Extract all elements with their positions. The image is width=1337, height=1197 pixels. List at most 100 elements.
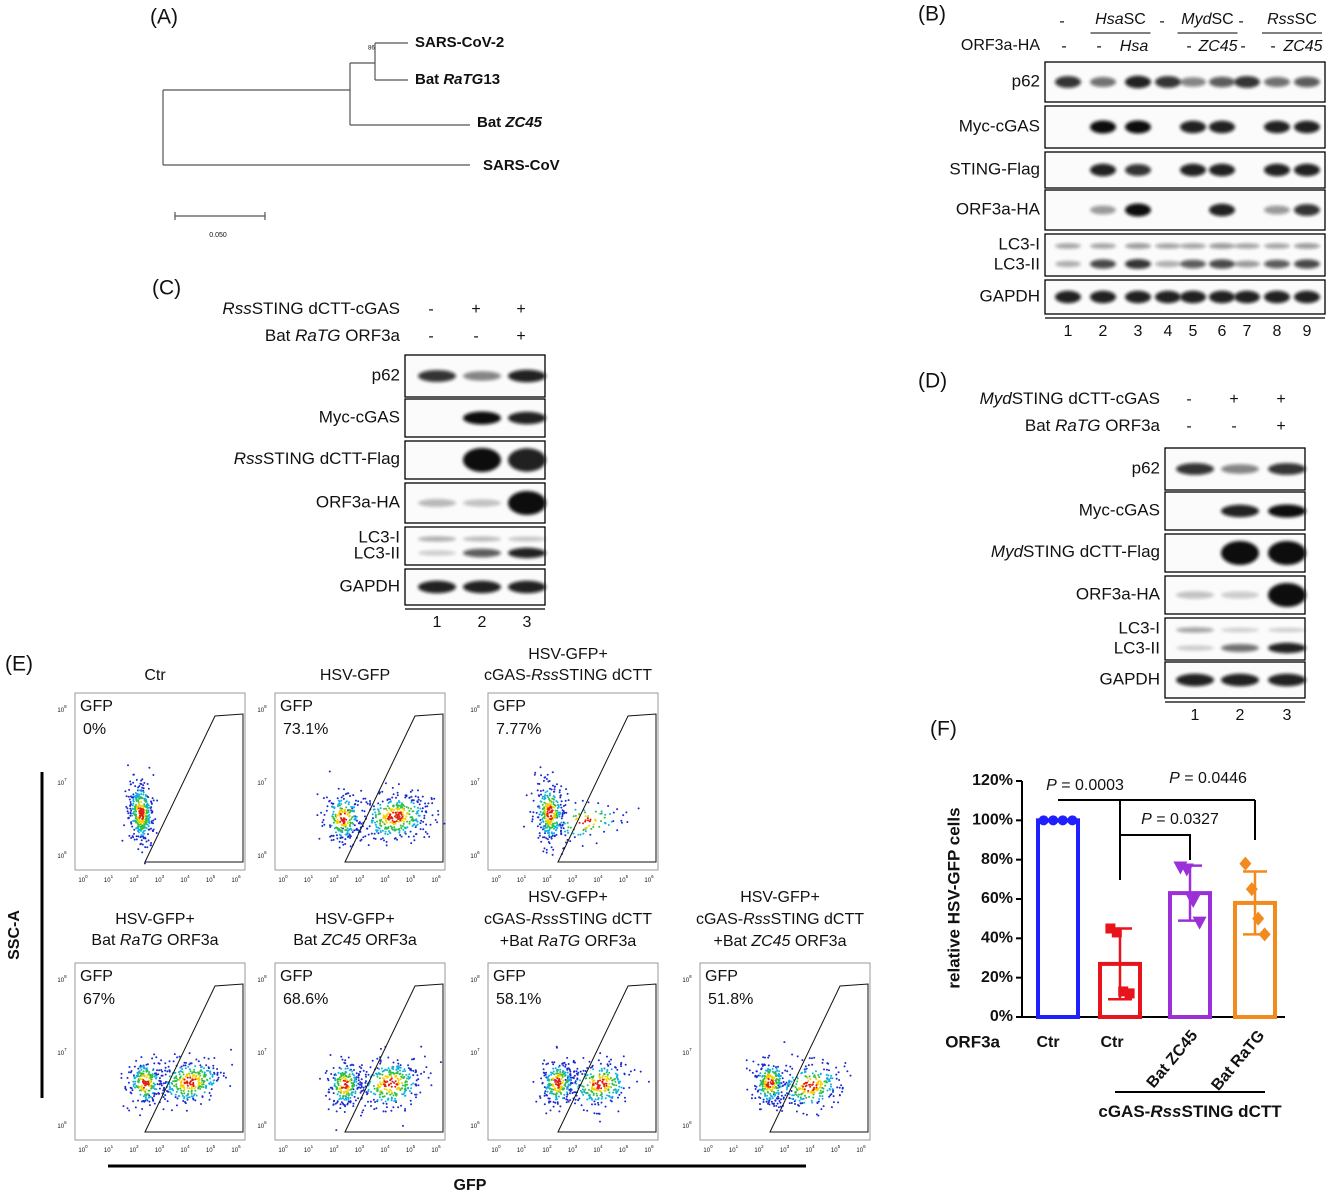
event-dot	[584, 1070, 587, 1072]
tick-exp: 1	[524, 874, 527, 879]
event-dot	[325, 1094, 327, 1097]
event-dot	[355, 1084, 358, 1087]
tick-base: 10	[682, 1051, 689, 1057]
event-dot	[392, 1106, 395, 1109]
event-dot	[162, 1096, 165, 1099]
event-dot	[327, 1079, 330, 1082]
band	[1264, 259, 1290, 269]
band	[1264, 120, 1290, 134]
event-dot	[564, 804, 567, 806]
band	[1264, 243, 1290, 249]
event-dot	[548, 808, 551, 811]
event-dot	[598, 825, 601, 828]
text-segment: Rss	[531, 667, 559, 684]
event-dot	[151, 829, 154, 832]
band	[463, 371, 501, 381]
band	[1155, 290, 1181, 304]
event-dot	[559, 803, 562, 806]
data-point	[1111, 927, 1122, 938]
event-dot	[327, 1108, 330, 1111]
event-dot	[410, 1083, 413, 1086]
event-dot	[168, 1088, 171, 1091]
event-dot	[771, 1085, 774, 1088]
event-dot	[595, 1089, 598, 1091]
event-dot	[387, 826, 390, 829]
event-dot	[803, 1090, 806, 1092]
event-dot	[808, 1095, 810, 1098]
leaf-label: Bat RaTG13	[415, 71, 500, 88]
event-dot	[831, 1077, 834, 1080]
y-tick-label: 107	[470, 777, 480, 786]
event-dot	[400, 1075, 403, 1078]
event-dot	[779, 1101, 782, 1104]
event-dot	[222, 1072, 225, 1075]
event-dot	[157, 1092, 160, 1094]
event-dot	[575, 1082, 578, 1085]
event-dot	[579, 833, 582, 836]
text-segment: HSV-GFP+	[115, 911, 195, 928]
event-dot	[370, 1090, 373, 1093]
x-tick-label: 105	[206, 1144, 216, 1153]
event-dot	[419, 822, 422, 825]
event-dot	[556, 1070, 559, 1073]
event-dot	[554, 825, 557, 828]
event-dot	[769, 1097, 771, 1100]
tick-base: 10	[470, 781, 477, 787]
event-dot	[125, 795, 128, 798]
event-dot	[128, 1071, 130, 1074]
event-dot	[369, 803, 371, 806]
plot-frame	[487, 962, 659, 1141]
event-dot	[789, 1073, 792, 1076]
event-dot	[344, 1080, 347, 1082]
event-dot	[764, 1095, 767, 1097]
event-dot	[538, 1095, 541, 1098]
event-dot	[439, 1061, 442, 1064]
event-dot	[379, 1093, 382, 1096]
event-dot	[147, 1096, 150, 1099]
x-tick-label: 105	[619, 1144, 629, 1153]
event-dot	[797, 1095, 800, 1098]
event-dot	[404, 1090, 406, 1093]
event-dot	[600, 1091, 603, 1094]
event-dot	[771, 1088, 774, 1091]
event-dot	[822, 1105, 825, 1108]
event-dot	[779, 1085, 782, 1088]
event-dot	[805, 1075, 808, 1078]
event-dot	[544, 1073, 547, 1076]
tick-exp: 3	[575, 874, 578, 879]
band	[1234, 243, 1260, 249]
gate-label: GFP	[80, 968, 113, 985]
event-dot	[813, 1056, 816, 1059]
event-dot	[423, 817, 426, 820]
panel-label: (B)	[918, 3, 946, 26]
event-dot	[362, 1109, 365, 1112]
tick-base: 10	[593, 878, 600, 884]
event-dot	[542, 1068, 545, 1071]
text-segment: STING dCTT-cGAS	[252, 299, 400, 318]
event-dot	[340, 1055, 343, 1058]
event-dot	[537, 816, 540, 819]
event-dot	[158, 1077, 161, 1080]
tick-base: 10	[355, 878, 362, 884]
event-dot	[560, 800, 563, 803]
event-dot	[145, 1063, 148, 1066]
gate-label: GFP	[705, 968, 738, 985]
event-dot	[381, 800, 384, 803]
event-dot	[410, 807, 412, 810]
event-dot	[599, 1079, 601, 1082]
event-dot	[545, 848, 548, 851]
event-dot	[608, 1091, 611, 1094]
y-tick-label: 107	[257, 777, 267, 786]
tick-exp: 1	[736, 1144, 739, 1149]
event-dot	[572, 1077, 575, 1080]
event-dot	[560, 817, 563, 820]
event-dot	[588, 824, 591, 827]
event-dot	[552, 803, 555, 806]
event-dot	[801, 1084, 804, 1087]
tick-base: 10	[470, 1051, 477, 1057]
event-dot	[775, 1092, 778, 1094]
event-dot	[198, 1075, 201, 1077]
event-dot	[574, 1098, 577, 1101]
event-dot	[332, 838, 335, 841]
